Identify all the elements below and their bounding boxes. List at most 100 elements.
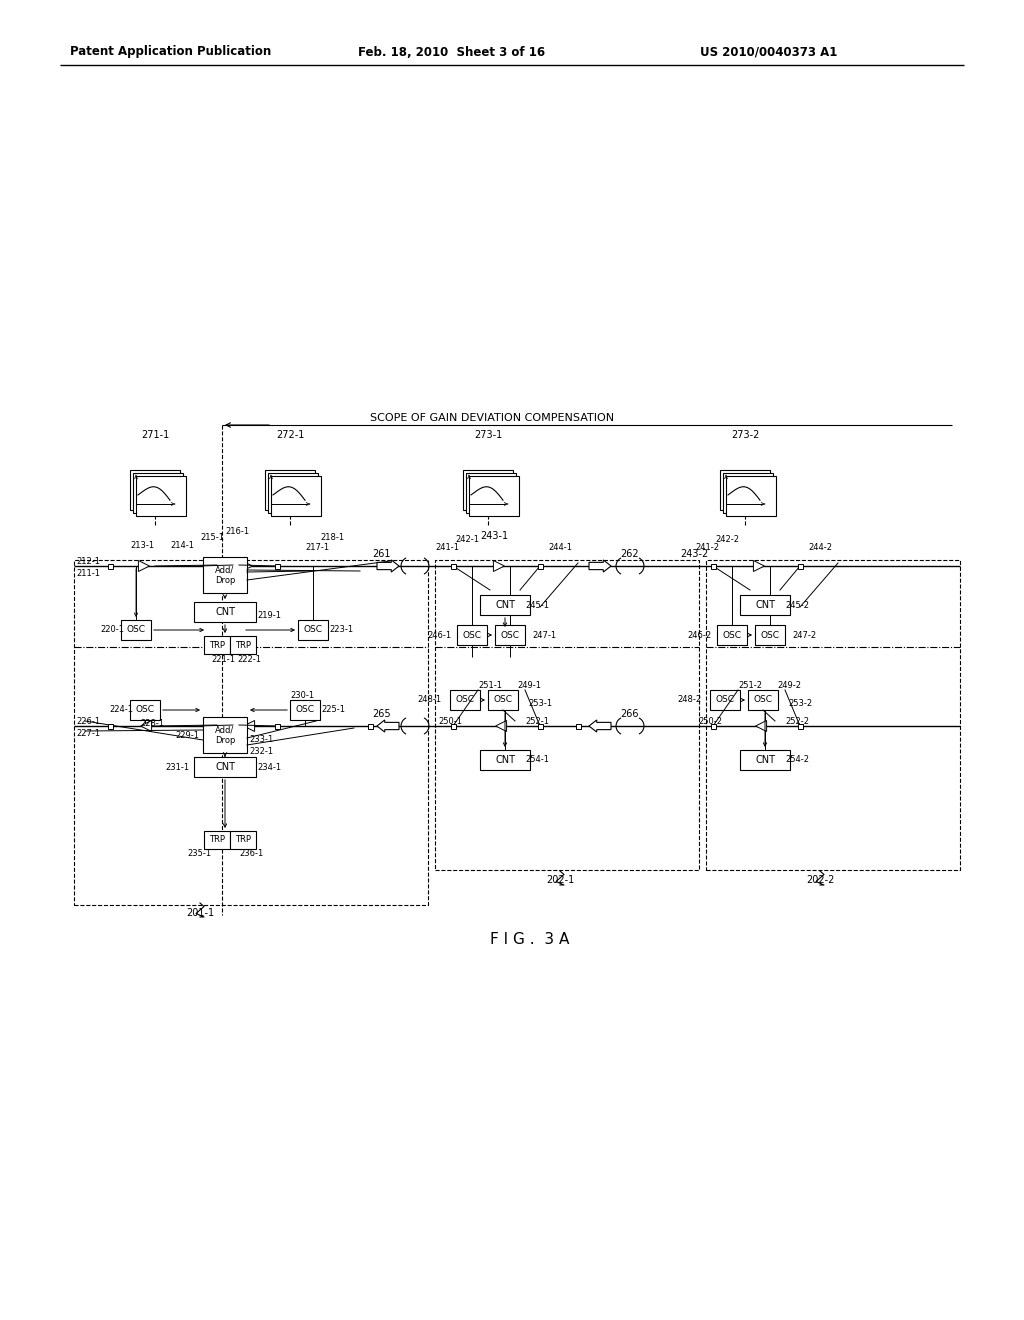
Bar <box>740 750 790 770</box>
Text: CNT: CNT <box>755 601 775 610</box>
Text: 223-1: 223-1 <box>329 626 353 635</box>
Bar <box>450 690 480 710</box>
Bar <box>121 620 151 640</box>
Bar <box>723 473 773 513</box>
Bar <box>298 620 328 640</box>
Bar <box>230 636 256 653</box>
Text: 253-2: 253-2 <box>788 700 812 709</box>
Text: 262: 262 <box>620 549 639 558</box>
Polygon shape <box>377 560 399 572</box>
Text: 202-1: 202-1 <box>546 875 574 884</box>
Bar <box>710 690 740 710</box>
Polygon shape <box>377 719 399 733</box>
Bar <box>538 723 543 729</box>
Bar <box>204 636 230 653</box>
Text: 254-2: 254-2 <box>785 755 809 764</box>
Text: CNT: CNT <box>495 601 515 610</box>
Bar <box>466 473 516 513</box>
Polygon shape <box>140 721 152 731</box>
Bar <box>451 564 456 569</box>
Polygon shape <box>589 719 611 733</box>
Text: 218-1: 218-1 <box>319 533 344 543</box>
Bar <box>717 624 746 645</box>
Text: Add/
Drop: Add/ Drop <box>215 565 236 585</box>
Polygon shape <box>242 561 252 572</box>
Text: 224-1: 224-1 <box>109 705 133 714</box>
Text: 219-1: 219-1 <box>257 610 281 619</box>
Bar <box>194 756 256 777</box>
Bar <box>194 602 256 622</box>
Text: 249-1: 249-1 <box>517 681 541 689</box>
Text: 211-1: 211-1 <box>76 569 100 578</box>
Bar <box>204 832 230 849</box>
Text: 249-2: 249-2 <box>777 681 801 689</box>
Text: 233-1: 233-1 <box>249 734 273 743</box>
Polygon shape <box>138 561 150 572</box>
Text: 245-2: 245-2 <box>785 601 809 610</box>
Text: 230-1: 230-1 <box>290 692 314 701</box>
Bar <box>740 595 790 615</box>
Text: TRP: TRP <box>234 836 251 845</box>
Bar <box>706 560 961 870</box>
Text: 265: 265 <box>372 709 390 719</box>
Text: OSC: OSC <box>723 631 741 639</box>
Bar <box>538 564 543 569</box>
Bar <box>748 690 778 710</box>
Text: 243-1: 243-1 <box>480 531 508 541</box>
Bar <box>480 750 530 770</box>
Bar <box>575 723 581 729</box>
Bar <box>230 832 256 849</box>
Text: 213-1: 213-1 <box>130 541 155 550</box>
Text: 247-2: 247-2 <box>792 631 816 639</box>
Text: 243-2: 243-2 <box>680 549 709 558</box>
Bar <box>435 560 699 870</box>
Text: OSC: OSC <box>494 696 512 705</box>
Bar <box>130 470 180 510</box>
Text: 272-1: 272-1 <box>275 430 304 440</box>
Bar <box>74 560 428 906</box>
Text: OSC: OSC <box>135 705 155 714</box>
Polygon shape <box>496 721 507 731</box>
Text: OSC: OSC <box>716 696 734 705</box>
Bar <box>463 470 513 510</box>
Text: 251-1: 251-1 <box>478 681 502 689</box>
Text: 215-1: 215-1 <box>200 533 224 543</box>
Text: 225-1: 225-1 <box>321 705 345 714</box>
Text: TRP: TRP <box>234 640 251 649</box>
Text: 235-1: 235-1 <box>187 850 211 858</box>
Bar <box>495 624 525 645</box>
Polygon shape <box>244 721 255 731</box>
Bar <box>130 700 160 719</box>
Text: CNT: CNT <box>495 755 515 766</box>
Text: 234-1: 234-1 <box>257 763 282 771</box>
Text: Feb. 18, 2010  Sheet 3 of 16: Feb. 18, 2010 Sheet 3 of 16 <box>358 45 545 58</box>
Text: 228-1: 228-1 <box>140 719 164 729</box>
Text: 246-2: 246-2 <box>688 631 712 639</box>
Text: CNT: CNT <box>215 762 234 772</box>
Text: 221-1: 221-1 <box>211 655 234 664</box>
Text: 202-2: 202-2 <box>806 875 835 884</box>
Text: 250-1: 250-1 <box>438 717 462 726</box>
Bar <box>720 470 770 510</box>
Text: Add/
Drop: Add/ Drop <box>215 725 236 744</box>
Text: 253-1: 253-1 <box>528 700 552 709</box>
Bar <box>274 723 280 729</box>
Text: OSC: OSC <box>456 696 474 705</box>
Bar <box>798 723 803 729</box>
Bar <box>136 477 186 516</box>
Text: CNT: CNT <box>215 607 234 616</box>
Text: 220-1: 220-1 <box>100 626 124 635</box>
Text: OSC: OSC <box>296 705 314 714</box>
Text: 231-1: 231-1 <box>165 763 189 771</box>
Text: 250-2: 250-2 <box>698 717 722 726</box>
Text: 217-1: 217-1 <box>305 544 329 553</box>
Text: OSC: OSC <box>501 631 519 639</box>
Bar <box>726 477 776 516</box>
Text: 248-1: 248-1 <box>418 696 442 705</box>
Text: 252-1: 252-1 <box>525 717 549 726</box>
Text: 254-1: 254-1 <box>525 755 549 764</box>
Text: 273-2: 273-2 <box>731 430 759 440</box>
Text: 245-1: 245-1 <box>525 601 549 610</box>
Text: TRP: TRP <box>209 836 225 845</box>
Bar <box>108 564 113 569</box>
